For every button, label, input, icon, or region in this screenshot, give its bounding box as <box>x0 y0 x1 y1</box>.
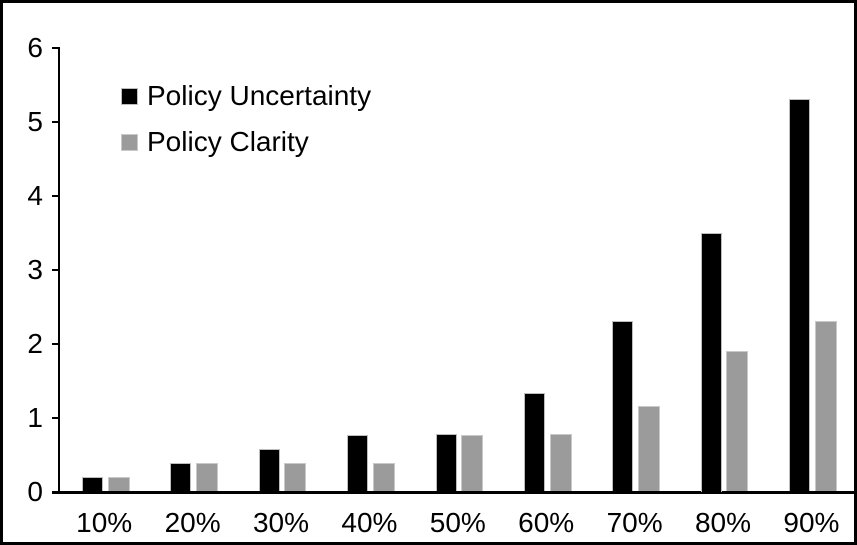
y-axis-tick-label: 2 <box>27 327 43 359</box>
bar-policy-uncertainty-40% <box>347 434 369 492</box>
y-axis-tick-label: 5 <box>27 105 43 137</box>
bar-policy-uncertainty-50% <box>435 433 457 492</box>
bar-policy-clarity-20% <box>195 463 218 492</box>
bar-policy-uncertainty-20% <box>170 463 192 492</box>
x-axis-tick-label: 10% <box>76 507 133 538</box>
y-axis-tick-label: 3 <box>27 253 43 285</box>
x-axis-tick-label: 70% <box>606 507 663 538</box>
bar-policy-clarity-10% <box>107 476 130 492</box>
bar-policy-uncertainty-80% <box>700 232 722 492</box>
y-axis-tick <box>52 120 60 123</box>
plot-area: 0 1 2 3 4 5 6 10% 20% 30% 40% 50% 60% 70% 80% 90% <box>3 3 854 542</box>
legend-swatch-policy-uncertainty <box>121 87 138 105</box>
bar-policy-clarity-50% <box>461 434 484 492</box>
bar-policy-clarity-60% <box>549 433 572 492</box>
y-axis-tick <box>52 416 60 419</box>
y-axis-tick-label: 1 <box>27 401 43 433</box>
x-axis-tick-label: 90% <box>783 507 840 538</box>
bar-policy-clarity-90% <box>814 321 837 492</box>
legend-item-policy-clarity: Policy Clarity <box>121 127 371 157</box>
y-axis-tick <box>52 342 60 345</box>
bar-policy-uncertainty-10% <box>82 476 103 492</box>
y-axis-tick <box>52 46 60 49</box>
x-axis-line <box>52 491 854 494</box>
bar-policy-uncertainty-60% <box>524 393 545 492</box>
y-axis-tick-label: 0 <box>27 475 43 507</box>
legend-item-policy-uncertainty: Policy Uncertainty <box>121 81 371 111</box>
bar-policy-uncertainty-90% <box>789 99 811 492</box>
x-axis-tick-label: 20% <box>164 507 221 538</box>
y-axis-tick <box>52 490 60 493</box>
bar-policy-uncertainty-70% <box>612 321 634 492</box>
bar-policy-clarity-70% <box>637 406 660 492</box>
bar-policy-clarity-40% <box>372 463 395 492</box>
legend-label-policy-uncertainty: Policy Uncertainty <box>147 80 372 111</box>
bar-policy-clarity-30% <box>284 463 307 492</box>
x-axis-tick-label: 80% <box>694 507 752 538</box>
y-axis-tick <box>52 268 60 271</box>
legend-swatch-policy-clarity <box>121 133 138 151</box>
x-axis-tick-label: 40% <box>341 507 398 538</box>
bar-policy-uncertainty-30% <box>258 449 280 492</box>
x-axis-tick-label: 30% <box>252 507 310 538</box>
x-axis-tick-label: 50% <box>429 507 486 538</box>
bar-policy-clarity-80% <box>726 350 749 492</box>
y-axis-tick-label: 4 <box>27 179 43 211</box>
y-axis-tick-label: 6 <box>27 31 43 63</box>
y-axis-tick <box>52 194 60 197</box>
legend-label-policy-clarity: Policy Clarity <box>147 126 309 157</box>
legend: Policy Uncertainty Policy Clarity <box>121 81 371 157</box>
x-axis-tick-label: 60% <box>518 507 575 538</box>
